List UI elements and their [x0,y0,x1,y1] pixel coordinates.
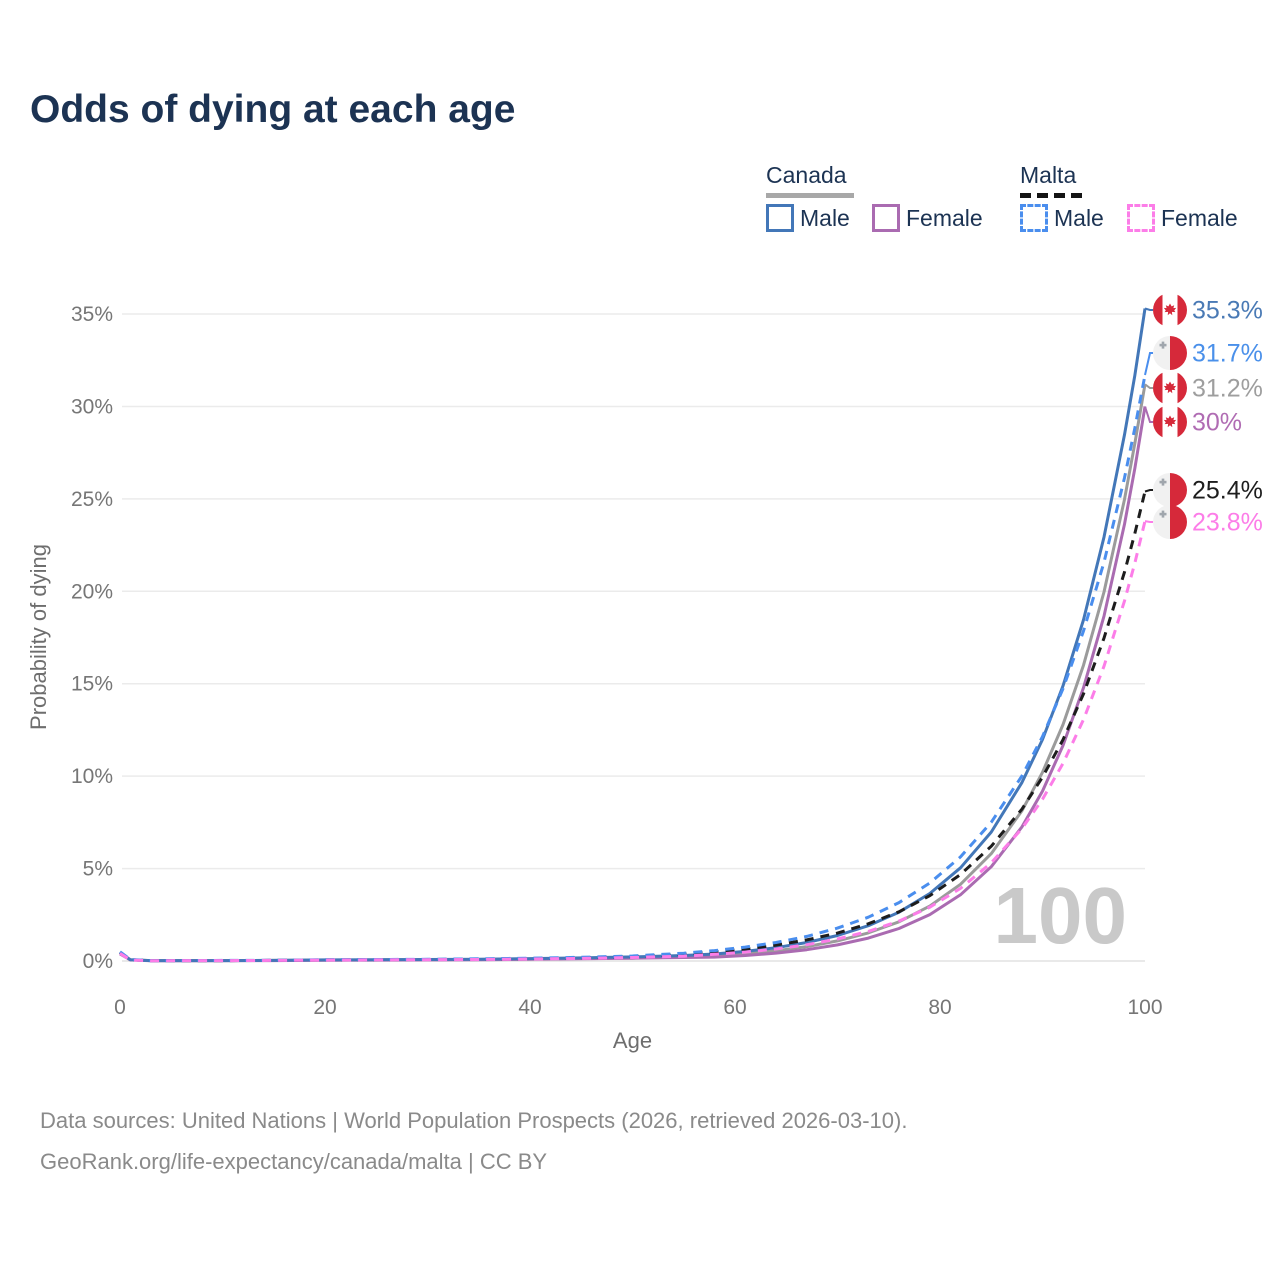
y-tick-label: 25% [71,488,113,511]
end-label-connector [1144,489,1153,493]
end-label-connector [1144,352,1153,376]
legend-item-label: Female [906,204,983,231]
legend-item-canada-female[interactable]: Female [872,204,983,232]
page-title: Odds of dying at each age [30,88,516,131]
end-label-connector [1144,307,1153,311]
canada-female-swatch-icon [872,204,900,232]
x-tick-label: 20 [313,996,336,1019]
end-value-label: 25.4% [1192,477,1263,505]
legend-item-malta-male[interactable]: Male [1020,204,1104,232]
canada-flag-icon [1153,405,1187,439]
end-value-label: 30% [1192,409,1242,437]
canada-male-swatch-icon [766,204,794,232]
age-watermark: 100 [994,871,1127,960]
end-label-connector [1144,406,1153,423]
legend-item-label: Female [1161,204,1238,231]
series-line-malta-male [119,374,1147,963]
malta-female-swatch-icon [1127,204,1155,232]
end-value-label: 31.7% [1192,340,1263,368]
y-tick-label: 20% [71,580,113,603]
malta-flag-icon [1153,505,1187,539]
x-tick-label: 0 [114,996,126,1019]
y-tick-label: 30% [71,395,113,418]
legend-malta-linestyle-sample [1020,193,1088,198]
malta-male-swatch-icon [1020,204,1048,232]
legend-item-label: Male [1054,204,1104,231]
malta-flag-icon [1153,336,1187,370]
legend-group-malta-label: Malta [1020,162,1077,188]
canada-flag-icon [1153,293,1187,327]
x-axis-title: Age [613,1028,652,1053]
x-tick-label: 60 [723,996,746,1019]
end-value-label: 23.8% [1192,509,1263,537]
end-label-connector [1144,520,1153,523]
x-tick-label: 100 [1127,996,1162,1019]
source-link-text[interactable]: GeoRank.org/life-expectancy/canada/malta… [40,1149,548,1174]
legend-canada-linestyle-sample [766,193,854,198]
series-line-canada-both [119,384,1147,963]
malta-flag-icon [1153,473,1187,507]
canada-flag-icon [1153,371,1187,405]
data-sources-text: Data sources: United Nations | World Pop… [40,1108,908,1133]
y-tick-label: 0% [83,950,113,973]
end-label-connector [1144,383,1153,389]
series-line-malta-female [119,520,1147,963]
y-tick-label: 35% [71,303,113,326]
end-value-label: 35.3% [1192,297,1263,325]
series-line-malta-both [119,491,1147,963]
legend-item-canada-male[interactable]: Male [766,204,850,232]
legend-item-label: Male [800,204,850,231]
y-tick-label: 10% [71,765,113,788]
x-tick-label: 40 [518,996,541,1019]
y-tick-label: 5% [83,858,113,881]
end-value-label: 31.2% [1192,375,1263,403]
legend-item-malta-female[interactable]: Female [1127,204,1238,232]
legend-group-canada-label: Canada [766,162,847,188]
y-axis-title: Probability of dying [26,544,51,730]
x-tick-label: 80 [928,996,951,1019]
y-tick-label: 15% [71,673,113,696]
